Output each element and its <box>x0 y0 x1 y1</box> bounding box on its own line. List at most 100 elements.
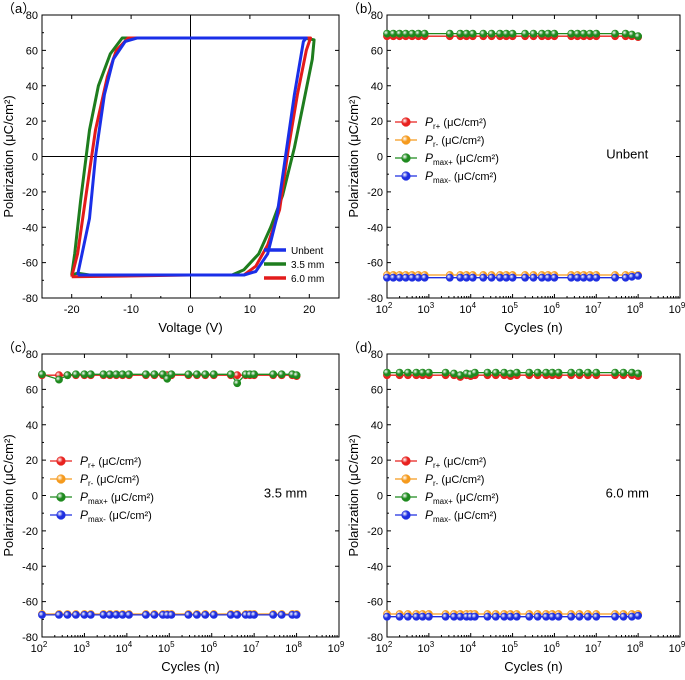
data-point-Pmax+ <box>479 29 488 38</box>
data-point-Pmax- <box>269 611 278 619</box>
panel-annotation: 6.0 mm <box>606 486 649 501</box>
legend-swatch-marker <box>56 474 66 484</box>
data-point-Pmax- <box>424 612 433 621</box>
y-tick-label: -40 <box>22 561 38 573</box>
data-point-Pmax- <box>634 611 642 620</box>
y-tick-label: -60 <box>22 258 38 270</box>
panel-label: （c） <box>2 340 35 355</box>
data-point-Pmax- <box>533 612 542 621</box>
y-tick-label: 60 <box>371 384 383 396</box>
y-tick-label: -20 <box>22 187 38 199</box>
y-tick-label: -40 <box>367 222 383 234</box>
x-tick-label: 109 <box>328 640 345 655</box>
legend-label: Pmax+ (μC/cm²) <box>80 490 154 506</box>
y-tick-label: -40 <box>367 561 383 573</box>
x-tick-label: 108 <box>627 640 644 655</box>
data-point-Pmax+ <box>424 368 433 377</box>
data-point-Pmax+ <box>584 368 592 377</box>
data-point-Pmax- <box>383 612 391 621</box>
x-axis-label: Voltage (V) <box>158 320 222 335</box>
legend-swatch-marker <box>401 492 411 502</box>
x-tick-label: 108 <box>627 301 644 316</box>
y-tick-label: -80 <box>367 632 383 644</box>
y-tick-label: 80 <box>26 10 38 22</box>
y-tick-label: 40 <box>371 420 383 432</box>
data-point-Pmax+ <box>269 370 278 379</box>
data-point-Pmax+ <box>619 368 628 377</box>
data-point-Pmax+ <box>611 368 619 377</box>
data-point-Pmax- <box>592 273 601 282</box>
data-point-Pmax+ <box>441 368 450 377</box>
data-point-Pmax+ <box>550 29 559 38</box>
x-tick-label: 106 <box>543 301 560 316</box>
legend-swatch-marker <box>401 456 411 466</box>
x-tick-label: 103 <box>73 640 90 655</box>
panel-a: -20 -10 0 10 20 Voltage (V) 80 60 40 20 0 -20 -40 -60… <box>1 1 340 335</box>
legend-swatch-marker <box>401 153 411 163</box>
data-point-Pmax- <box>395 612 404 621</box>
x-tick-label: 104 <box>459 640 476 655</box>
x-tick-label: 105 <box>501 640 518 655</box>
data-point-Pmax+ <box>292 371 301 380</box>
legend-label: Pr- (μC/cm²) <box>80 472 139 488</box>
y-tick-label: 0 <box>377 491 383 503</box>
data-point-Pmax+ <box>512 368 521 377</box>
data-point-Pmax+ <box>611 29 619 38</box>
y-tick-label: 20 <box>371 455 383 467</box>
data-point-Pmax+ <box>167 370 176 379</box>
y-tick-label: 80 <box>371 10 383 22</box>
y-axis-label: Polarization (μC/cm²) <box>346 95 361 217</box>
y-tick-label: 40 <box>371 81 383 93</box>
panel-label: （b） <box>347 1 380 16</box>
data-point-Pmax+ <box>395 368 404 377</box>
x-tick-label: -20 <box>64 304 80 316</box>
legend-swatch-marker <box>401 510 411 520</box>
x-tick-label: -10 <box>123 304 139 316</box>
panel-label: （d） <box>347 340 380 355</box>
data-point-Pmax+ <box>525 368 534 377</box>
legend-swatch-marker <box>401 135 411 145</box>
y-tick-label: 0 <box>32 491 38 503</box>
data-point-Pmax- <box>529 273 538 282</box>
data-point-Pmax- <box>292 611 301 619</box>
data-point-Pmax+ <box>125 370 133 379</box>
y-tick-label: -20 <box>367 187 383 199</box>
data-point-Pmax- <box>525 612 534 621</box>
data-point-Pmax- <box>470 612 479 621</box>
legend-label: Pmax+ (μC/cm²) <box>425 151 499 167</box>
data-point-Pmax- <box>611 273 619 282</box>
data-point-Pmax+ <box>575 368 584 377</box>
data-point-Pmax+ <box>554 368 563 377</box>
x-tick-label: 109 <box>669 640 685 655</box>
x-tick-label: 103 <box>418 301 435 316</box>
data-point-Pmax- <box>277 611 286 619</box>
y-tick-label: -20 <box>22 526 38 538</box>
data-point-Pmax- <box>72 611 80 619</box>
x-tick-label: 105 <box>501 301 518 316</box>
data-point-Pmax+ <box>592 368 601 377</box>
data-point-Pmax+ <box>420 29 429 38</box>
data-point-Pmax+ <box>491 368 500 377</box>
legend-label: Pr- (μC/cm²) <box>425 472 484 488</box>
legend-label: Pr+ (μC/cm²) <box>80 454 141 470</box>
y-tick-label: -20 <box>367 526 383 538</box>
data-point-Pmax+ <box>277 370 286 379</box>
data-point-Pmax+ <box>226 370 235 379</box>
x-tick-label: 106 <box>200 640 217 655</box>
y-tick-label: 40 <box>26 420 38 432</box>
data-point-Pmax+ <box>150 370 159 379</box>
loop-60mm <box>70 36 312 279</box>
x-tick-label: 104 <box>459 301 476 316</box>
data-point-Pmax- <box>184 611 193 619</box>
y-tick-label: 0 <box>32 152 38 164</box>
y-tick-label: -40 <box>22 222 38 234</box>
data-point-Pmax+ <box>529 29 538 38</box>
data-point-Pmax- <box>209 611 218 619</box>
data-point-Pmax- <box>575 612 584 621</box>
data-point-Pmax- <box>441 612 450 621</box>
y-axis-label: Polarization (μC/cm²) <box>346 434 361 556</box>
data-point-Pmax- <box>479 273 488 282</box>
